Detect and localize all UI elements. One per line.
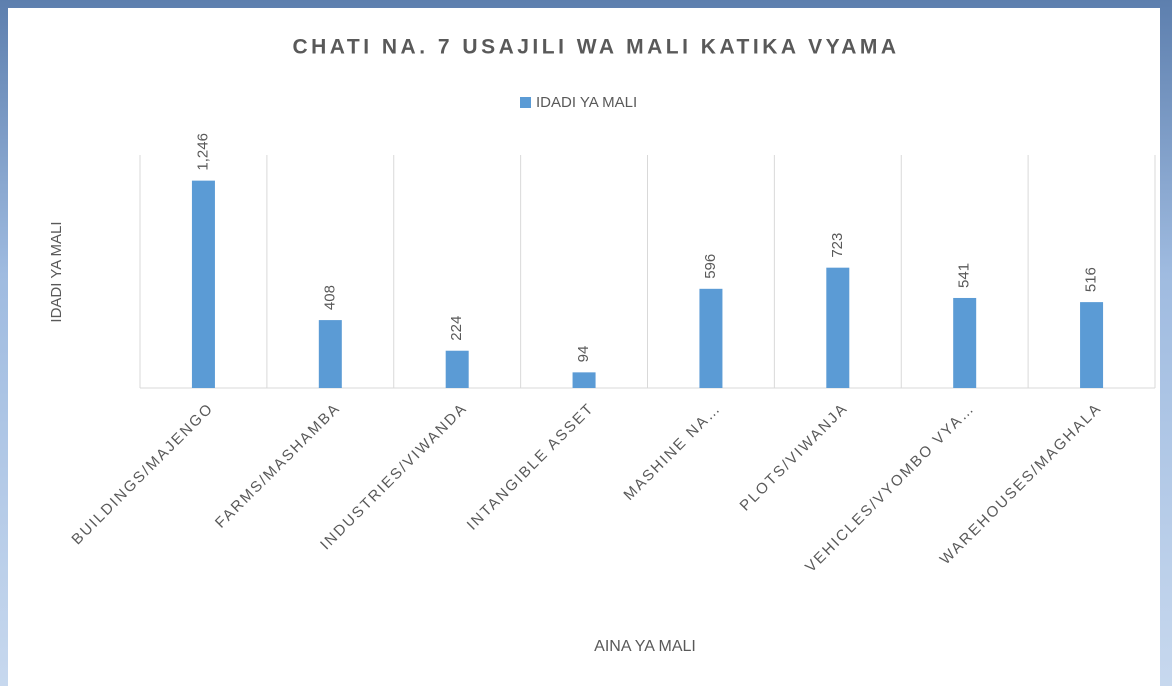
data-label: 1,246 (194, 133, 211, 171)
y-axis-label: IDADI YA MALI (48, 221, 65, 322)
data-label: 541 (956, 263, 973, 288)
bar (699, 288, 723, 388)
data-label: 516 (1083, 267, 1100, 292)
bar (826, 267, 850, 388)
legend-label: IDADI YA MALI (536, 94, 637, 111)
data-label: 723 (829, 233, 846, 258)
x-axis-label: AINA YA MALI (594, 638, 696, 655)
bar (445, 350, 469, 388)
bar (1080, 302, 1104, 388)
bar (953, 297, 977, 388)
legend-swatch (520, 97, 531, 108)
data-label: 224 (448, 316, 465, 341)
data-label: 408 (321, 285, 338, 310)
data-label: 596 (702, 254, 719, 279)
bar (572, 372, 596, 388)
bar (318, 320, 342, 388)
chart-title: CHATI NA. 7 USAJILI WA MALI KATIKA VYAMA (292, 36, 899, 59)
bar (191, 180, 215, 388)
data-label: 94 (575, 346, 592, 363)
